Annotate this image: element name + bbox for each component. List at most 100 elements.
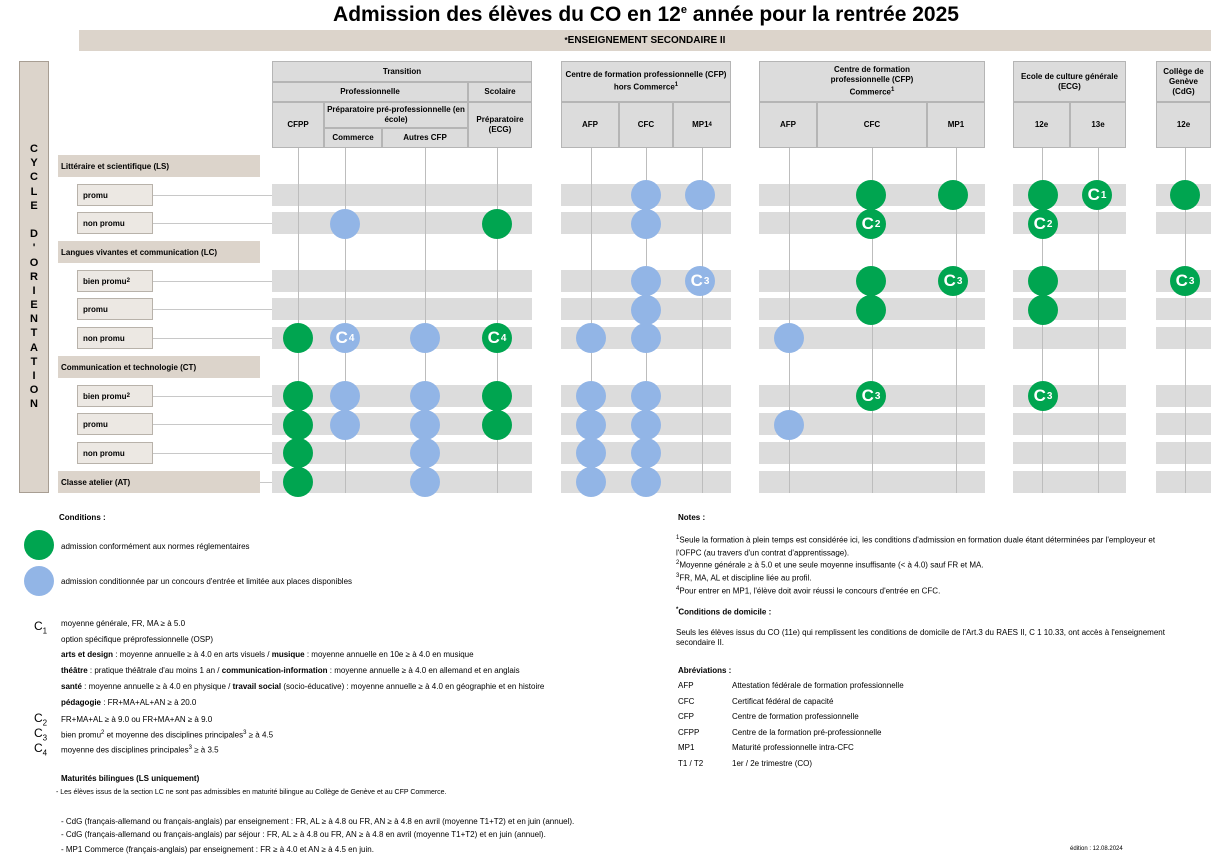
row-line bbox=[153, 338, 272, 339]
note-item: l'OFPC (au travers d'un contrat d'appren… bbox=[676, 546, 1206, 559]
row-band bbox=[1156, 442, 1211, 464]
bilingue-note: - Les élèves issus de la section LC ne s… bbox=[56, 788, 447, 798]
bilingue-heading-label: Maturités bilingues (LS uniquement) bbox=[61, 774, 200, 783]
row-lc-bien-promu-sup: 2 bbox=[126, 278, 130, 284]
osp-2-b1: santé bbox=[61, 682, 82, 691]
cond-c4-line: moyenne des disciplines principales3 ≥ à… bbox=[61, 743, 219, 756]
cond-c1-line-0: moyenne générale, FR, MA ≥ à 5.0 bbox=[61, 619, 185, 629]
header-cfpp-label: CFPP bbox=[287, 120, 309, 129]
section-ct-label: Communication et technologie (CT) bbox=[61, 362, 197, 372]
header-commerce-label: Commerce bbox=[332, 133, 374, 142]
row-line bbox=[153, 281, 272, 282]
cycle-letter: ' bbox=[32, 242, 36, 255]
cond-c3-mark-c: C bbox=[34, 726, 43, 740]
row-lc-promu: promu bbox=[77, 298, 153, 320]
admission-blue-dot bbox=[631, 180, 661, 210]
osp-line-2: santé : moyenne annuelle ≥ à 4.0 en phys… bbox=[61, 682, 544, 692]
abbrev-list: AFP Attestation fédérale de formation pro… bbox=[678, 681, 1078, 774]
domicile-mark: * bbox=[676, 607, 679, 613]
condition-mark: C bbox=[335, 328, 348, 347]
legend-green-label: admission conformément aux normes réglem… bbox=[61, 542, 250, 551]
condition-mark-sub: 3 bbox=[1188, 275, 1195, 287]
condition-mark: C bbox=[861, 214, 874, 233]
header-scolaire-label: Scolaire bbox=[484, 87, 516, 96]
cond-c1-mark: C1 bbox=[34, 619, 47, 635]
bilingue-line-1-label: - CdG (français-allemand ou français-ang… bbox=[61, 830, 546, 839]
header-cfp-com-label2: Commerce bbox=[849, 87, 891, 97]
header-mp1-1-label: MP1 bbox=[692, 120, 709, 129]
row-ct-non-promu: non promu bbox=[77, 442, 153, 464]
abbrev-value: 1er / 2e trimestre (CO) bbox=[732, 758, 813, 768]
header-afp-2-label: AFP bbox=[780, 120, 796, 129]
title-main: Admission des élèves du CO en 12 bbox=[333, 3, 681, 26]
row-ls-non-promu-label: non promu bbox=[83, 218, 125, 228]
note-item: 1Seule la formation à plein temps est co… bbox=[676, 533, 1206, 546]
cond-c1-line-1-label: option spécifique préprofessionnelle (OS… bbox=[61, 635, 214, 644]
cond-c2-line-label: FR+MA+AL ≥ à 9.0 ou FR+MA+AN ≥ à 9.0 bbox=[61, 715, 213, 724]
header-cdg-12e-label: 12e bbox=[1176, 120, 1191, 129]
header-ecg: Ecole de culture générale (ECG) bbox=[1013, 61, 1126, 102]
osp-0-b2: musique bbox=[271, 650, 305, 659]
banner-secondaire: * ENSEIGNEMENT SECONDAIRE II bbox=[79, 30, 1211, 51]
header-cfp-hors-label: Centre de formation professionnelle (CFP… bbox=[565, 70, 727, 80]
osp-0-t1: : moyenne annuelle ≥ à 4.0 en arts visue… bbox=[113, 650, 272, 659]
row-band bbox=[272, 184, 532, 206]
condition-mark: C bbox=[1175, 271, 1188, 290]
row-ls-promu: promu bbox=[77, 184, 153, 206]
abbrev-value: Centre de la formation pré-professionnel… bbox=[732, 727, 882, 737]
cycle-letter bbox=[20, 213, 48, 227]
cycle-orientation-column: C Y C L E D ' O R I E N T A T I O N bbox=[19, 61, 49, 493]
column-line bbox=[702, 148, 703, 493]
note-sup: 2 bbox=[676, 560, 680, 567]
header-cdg: Collège de Genève (CdG) bbox=[1156, 61, 1211, 102]
section-lc: Langues vivantes et communication (LC) bbox=[58, 241, 260, 263]
admission-green-dot bbox=[283, 410, 313, 440]
osp-1-b1: théâtre bbox=[61, 666, 88, 675]
note-item: 4Pour entrer en MP1, l'élève doit avoir … bbox=[676, 584, 1206, 597]
admission-green-dot bbox=[856, 266, 886, 296]
condition-mark: C bbox=[1087, 185, 1100, 204]
cycle-letter: I bbox=[32, 370, 36, 382]
admission-green-dot bbox=[856, 180, 886, 210]
section-at: Classe atelier (AT) bbox=[58, 471, 260, 493]
admission-blue-dot bbox=[576, 410, 606, 440]
admission-blue-dot bbox=[576, 323, 606, 353]
header-commerce: Commerce bbox=[324, 128, 382, 148]
cond-c4-mark-c: C bbox=[34, 741, 43, 755]
abbrev-key: T1 / T2 bbox=[678, 758, 704, 768]
row-ct-bien-promu-label: bien promu bbox=[83, 391, 127, 401]
admission-blue-dot bbox=[774, 323, 804, 353]
cond-c4-mark-sub: 4 bbox=[42, 748, 48, 758]
header-ecg-12e-label: 12e bbox=[1034, 120, 1049, 129]
row-band bbox=[1156, 298, 1211, 320]
conditions-heading-label: Conditions : bbox=[59, 513, 106, 522]
abbrev-value: Attestation fédérale de formation profes… bbox=[732, 681, 904, 690]
note-text: FR, MA, AL et discipline liée au profil. bbox=[679, 573, 812, 583]
page-title: Admission des élèves du CO en 12e année … bbox=[0, 3, 1221, 27]
admission-blue-dot bbox=[576, 438, 606, 468]
admission-green-dot bbox=[1028, 180, 1058, 210]
admission-blue-dot bbox=[631, 266, 661, 296]
abbrev-item: T1 / T2 1er / 2e trimestre (CO) bbox=[678, 759, 1078, 775]
row-ls-promu-label: promu bbox=[83, 190, 108, 200]
cond-c2-mark: C2 bbox=[34, 711, 47, 727]
osp-2-t1: : moyenne annuelle ≥ à 4.0 en physique / bbox=[81, 682, 233, 691]
row-band bbox=[1156, 471, 1211, 493]
section-at-label: Classe atelier (AT) bbox=[61, 477, 131, 487]
admission-green-dot bbox=[856, 295, 886, 325]
header-mp1-2: MP1 bbox=[927, 102, 985, 148]
admission-green-dot bbox=[482, 381, 512, 411]
admission-green-dot bbox=[283, 438, 313, 468]
bilingue-line-0: - CdG (français-allemand ou français-ang… bbox=[61, 817, 574, 827]
cycle-letter: E bbox=[30, 299, 38, 312]
header-transition: Transition bbox=[272, 61, 532, 82]
row-band bbox=[1156, 385, 1211, 407]
admission-blue-dot bbox=[576, 467, 606, 497]
title-tail: année pour la rentrée 2025 bbox=[686, 3, 959, 26]
admission-blue-dot bbox=[631, 410, 661, 440]
condition-mark-sub: 3 bbox=[703, 275, 710, 287]
admission-blue-dot bbox=[330, 209, 360, 239]
